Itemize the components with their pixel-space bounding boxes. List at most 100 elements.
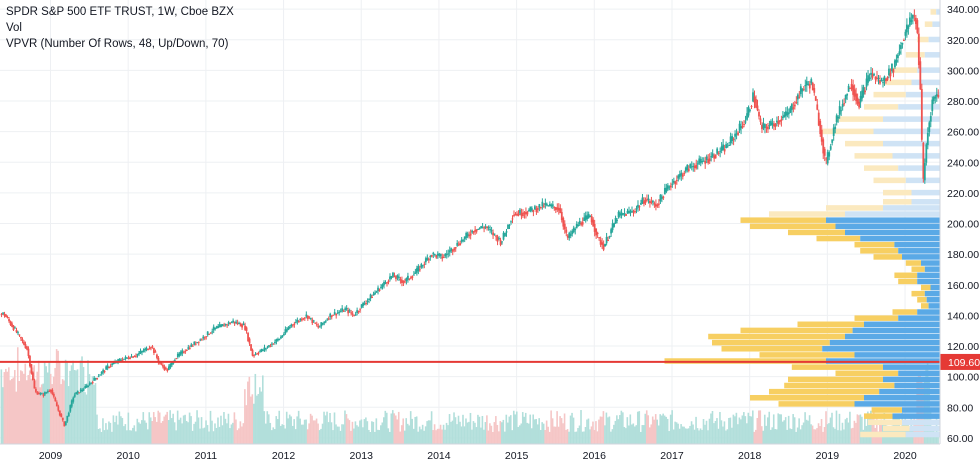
volume-bar bbox=[450, 421, 452, 444]
volume-bar bbox=[468, 421, 470, 444]
volume-bar bbox=[517, 426, 520, 444]
candle-body bbox=[840, 110, 843, 112]
candle-body bbox=[459, 243, 462, 246]
candle-body bbox=[221, 324, 224, 327]
volume-bar bbox=[261, 375, 264, 444]
volume-bar bbox=[406, 423, 409, 444]
volume-profile-up bbox=[883, 364, 940, 370]
volume-bar bbox=[532, 414, 535, 444]
candle-body bbox=[478, 228, 481, 230]
candle-body bbox=[695, 164, 698, 169]
volume-bar bbox=[178, 419, 180, 444]
volume-bar bbox=[185, 420, 188, 444]
volume-bar bbox=[405, 418, 408, 444]
candle-body bbox=[336, 312, 339, 314]
volume-bar bbox=[639, 431, 642, 444]
volume-bar bbox=[877, 431, 880, 444]
volume-bar bbox=[226, 423, 228, 444]
candle-body bbox=[420, 264, 423, 268]
candle-body bbox=[54, 398, 57, 402]
volume-bar bbox=[828, 423, 830, 444]
candle-body bbox=[705, 156, 708, 161]
candle-body bbox=[229, 323, 232, 325]
volume-bar bbox=[43, 362, 46, 444]
candle-body bbox=[442, 257, 445, 259]
candle-body bbox=[427, 258, 430, 261]
volume-bar bbox=[462, 414, 464, 444]
candle-body bbox=[227, 322, 230, 324]
volume-bar bbox=[96, 414, 98, 444]
candle-body bbox=[655, 204, 657, 207]
candle-body bbox=[299, 318, 302, 321]
volume-bar bbox=[227, 413, 230, 444]
candle-body bbox=[81, 389, 84, 391]
candle-body bbox=[856, 97, 859, 104]
candle-body bbox=[64, 421, 67, 426]
volume-bar bbox=[714, 420, 717, 444]
volume-bar bbox=[628, 425, 630, 444]
candle-body bbox=[311, 319, 314, 324]
candle-body bbox=[728, 145, 731, 147]
volume-bar bbox=[796, 427, 799, 444]
volume-bar bbox=[737, 424, 739, 444]
volume-bar bbox=[816, 428, 818, 444]
candle-body bbox=[350, 312, 353, 314]
volume-bar bbox=[344, 410, 346, 444]
candle-body bbox=[593, 224, 596, 232]
volume-bar bbox=[553, 426, 555, 444]
volume-bar bbox=[244, 389, 246, 444]
volume-bar bbox=[498, 431, 500, 444]
candle-body bbox=[829, 146, 832, 150]
volume-bar bbox=[97, 428, 100, 444]
candle-body bbox=[217, 326, 220, 328]
volume-bar bbox=[293, 419, 295, 444]
volume-bar bbox=[166, 411, 168, 444]
volume-bar bbox=[54, 368, 56, 444]
volume-bar bbox=[15, 391, 18, 444]
volume-bar bbox=[235, 419, 237, 444]
candle-body bbox=[30, 364, 33, 374]
volume-bar bbox=[429, 420, 431, 444]
volume-bar bbox=[418, 426, 421, 444]
candle-body bbox=[55, 402, 58, 407]
volume-bar bbox=[205, 420, 207, 444]
candle-body bbox=[802, 88, 805, 90]
volume-bar bbox=[666, 418, 669, 444]
candle-body bbox=[339, 311, 342, 313]
volume-bar bbox=[397, 411, 400, 444]
candle-body bbox=[562, 217, 565, 227]
volume-bar bbox=[412, 428, 415, 444]
candle-body bbox=[749, 109, 751, 111]
candle-body bbox=[79, 389, 82, 392]
candle-body bbox=[601, 242, 604, 245]
candle-body bbox=[303, 317, 306, 319]
volume-bar bbox=[671, 410, 673, 444]
volume-profile-down bbox=[871, 407, 902, 413]
candle-body bbox=[767, 126, 769, 130]
volume-bar bbox=[638, 411, 641, 444]
candle-body bbox=[911, 15, 914, 19]
volume-bar bbox=[114, 422, 116, 444]
candle-body bbox=[743, 123, 745, 125]
volume-bar bbox=[250, 396, 252, 444]
volume-bar bbox=[871, 417, 874, 444]
candle-body bbox=[415, 268, 418, 273]
candle-body bbox=[33, 380, 36, 389]
candle-body bbox=[686, 164, 689, 171]
volume-profile-up bbox=[905, 431, 940, 438]
volume-bar bbox=[188, 412, 191, 444]
volume-bar bbox=[689, 425, 691, 444]
volume-bar bbox=[692, 424, 694, 444]
volume-bar bbox=[176, 410, 179, 444]
price-tick-label: 320.00 bbox=[947, 35, 979, 47]
candle-body bbox=[389, 276, 391, 280]
candle-body bbox=[643, 201, 645, 204]
volume-bar bbox=[324, 415, 327, 444]
candle-body bbox=[492, 232, 494, 236]
volume-bar bbox=[547, 426, 549, 444]
candle-body bbox=[141, 350, 143, 353]
volume-bar bbox=[557, 426, 560, 444]
volume-bar bbox=[674, 421, 676, 444]
